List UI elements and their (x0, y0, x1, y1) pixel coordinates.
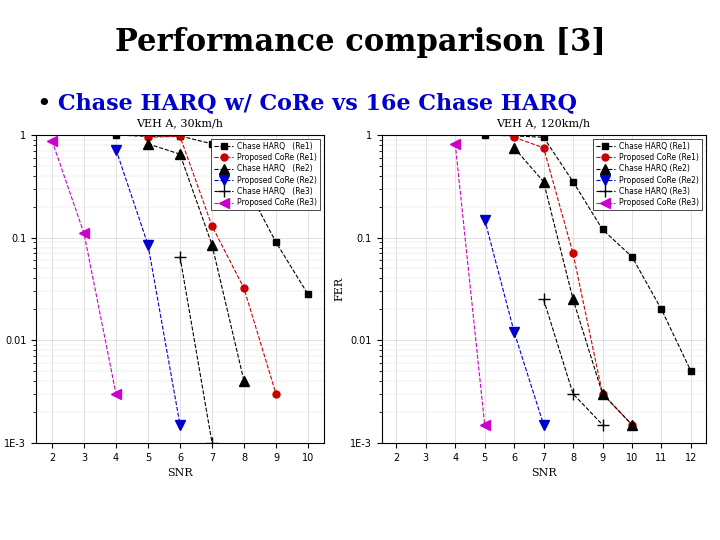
Text: Performance comparison [3]: Performance comparison [3] (114, 27, 606, 58)
Chase HARQ (Re1) (569, 179, 577, 185)
Proposed CoRe (Re2) (112, 146, 120, 153)
Line: Proposed CoRe (Re1): Proposed CoRe (Re1) (510, 134, 636, 428)
Chase HARQ (Re2) (569, 296, 577, 302)
Line: Proposed CoRe (Re2): Proposed CoRe (Re2) (480, 215, 549, 430)
Text: Chase HARQ w/ CoRe vs 16e Chase HARQ: Chase HARQ w/ CoRe vs 16e Chase HARQ (58, 92, 577, 114)
Legend: Chase HARQ   (Re1), Proposed CoRe (Re1), Chase HARQ   (Re2), Proposed CoRe (Re2): Chase HARQ (Re1), Proposed CoRe (Re1), C… (211, 139, 320, 211)
Chase HARQ (Re3) (598, 422, 607, 428)
Chase HARQ   (Re3) (176, 254, 184, 260)
Line: Proposed CoRe (Re3): Proposed CoRe (Re3) (47, 136, 121, 399)
Chase HARQ (Re2) (628, 422, 636, 428)
Chase HARQ (Re3) (569, 390, 577, 397)
Proposed CoRe (Re2) (144, 241, 153, 248)
Chase HARQ   (Re2) (176, 151, 184, 158)
Chase HARQ   (Re1) (176, 133, 184, 139)
Line: Chase HARQ (Re2): Chase HARQ (Re2) (509, 143, 636, 430)
X-axis label: SNR: SNR (167, 468, 193, 478)
Chase HARQ   (Re1) (240, 179, 248, 185)
Chase HARQ (Re1) (480, 132, 489, 138)
Text: •: • (36, 92, 50, 116)
Line: Proposed CoRe (Re1): Proposed CoRe (Re1) (145, 133, 279, 397)
Title: VEH A, 120km/h: VEH A, 120km/h (497, 119, 590, 129)
Chase HARQ   (Re1) (271, 239, 280, 246)
Line: Chase HARQ (Re1): Chase HARQ (Re1) (481, 132, 694, 375)
Chase HARQ (Re1) (598, 226, 607, 233)
Proposed CoRe (Re2) (539, 422, 548, 428)
Proposed CoRe (Re2) (510, 329, 518, 335)
Line: Proposed CoRe (Re2): Proposed CoRe (Re2) (111, 145, 185, 430)
Proposed CoRe (Re1) (598, 390, 607, 397)
X-axis label: SNR: SNR (531, 468, 557, 478)
Proposed CoRe (Re2) (176, 422, 184, 428)
Chase HARQ (Re1) (687, 368, 696, 374)
Chase HARQ (Re1) (657, 306, 666, 313)
Chase HARQ   (Re1) (144, 133, 153, 140)
Chase HARQ   (Re3) (207, 440, 216, 446)
Chase HARQ   (Re2) (240, 378, 248, 384)
Proposed CoRe (Re1) (144, 134, 153, 140)
Chase HARQ (Re2) (598, 390, 607, 397)
Y-axis label: FER: FER (335, 277, 344, 301)
Chase HARQ   (Re1) (112, 132, 120, 138)
Chase HARQ (Re1) (510, 133, 518, 139)
Proposed CoRe (Re1) (271, 390, 280, 397)
Chase HARQ   (Re2) (207, 241, 216, 248)
Chase HARQ   (Re2) (144, 140, 153, 147)
Chase HARQ (Re1) (628, 254, 636, 260)
Chase HARQ (Re1) (539, 134, 548, 140)
Line: Chase HARQ   (Re2): Chase HARQ (Re2) (143, 139, 249, 386)
Chase HARQ (Re2) (539, 179, 548, 185)
Line: Chase HARQ   (Re3): Chase HARQ (Re3) (174, 251, 218, 449)
Proposed CoRe (Re2) (480, 217, 489, 223)
Chase HARQ (Re2) (510, 145, 518, 151)
Chase HARQ (Re3) (539, 296, 548, 302)
Proposed CoRe (Re1) (539, 145, 548, 151)
Legend: Chase HARQ (Re1), Proposed CoRe (Re1), Chase HARQ (Re2), Proposed CoRe (Re2), Ch: Chase HARQ (Re1), Proposed CoRe (Re1), C… (593, 139, 702, 211)
Proposed CoRe (Re3) (112, 390, 120, 397)
Chase HARQ   (Re1) (207, 140, 216, 147)
Line: Chase HARQ (Re3): Chase HARQ (Re3) (537, 293, 608, 431)
Line: Chase HARQ   (Re1): Chase HARQ (Re1) (112, 132, 312, 298)
Proposed CoRe (Re1) (510, 134, 518, 140)
Proposed CoRe (Re3) (48, 138, 56, 144)
Proposed CoRe (Re1) (569, 250, 577, 256)
Title: VEH A, 30km/h: VEH A, 30km/h (137, 119, 223, 129)
Chase HARQ   (Re1) (304, 291, 312, 298)
Proposed CoRe (Re3) (80, 230, 89, 237)
Proposed CoRe (Re1) (240, 285, 248, 292)
Proposed CoRe (Re1) (207, 222, 216, 229)
Proposed CoRe (Re1) (628, 422, 636, 428)
Proposed CoRe (Re1) (176, 133, 184, 140)
